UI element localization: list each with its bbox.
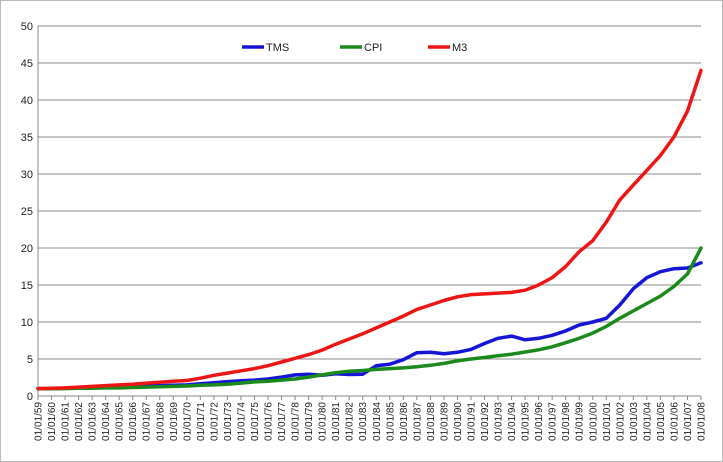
y-tick-label: 5: [27, 354, 33, 366]
x-tick-label: 01/01/82: [345, 402, 356, 441]
legend-label-cpi: CPI: [364, 42, 382, 54]
x-tick-label: 01/01/66: [128, 402, 139, 441]
y-tick-label: 50: [21, 21, 33, 33]
x-tick-label: 01/01/01: [602, 402, 613, 441]
y-tick-label: 45: [21, 58, 33, 70]
x-tick-label: 01/01/00: [588, 402, 599, 441]
legend-label-m3: M3: [452, 42, 467, 54]
x-tick-label: 01/01/83: [358, 402, 369, 441]
x-tick-label: 01/01/74: [236, 402, 247, 441]
x-tick-label: 01/01/76: [264, 402, 275, 441]
series-line-cpi: [36, 246, 703, 391]
x-tick-label: 01/01/98: [561, 402, 572, 441]
gridlines: [38, 25, 701, 397]
x-tick-label: 01/01/95: [521, 402, 532, 441]
x-tick-label: 01/01/06: [669, 402, 680, 441]
x-tick-label: 01/01/05: [656, 402, 667, 441]
x-tick-label: 01/01/94: [507, 402, 518, 441]
legend: TMS CPI M3: [242, 42, 467, 54]
x-tick-label: 01/01/91: [466, 402, 477, 441]
y-tick-label: 15: [21, 280, 33, 292]
x-tick-label: 01/01/96: [534, 402, 545, 441]
x-tick-label: 01/01/04: [642, 402, 653, 441]
x-tick-label: 01/01/84: [372, 402, 383, 441]
x-tick-label: 01/01/03: [629, 402, 640, 441]
x-tick-label: 01/01/64: [101, 402, 112, 441]
y-tick-label: 40: [21, 95, 33, 107]
y-tick-label: 25: [21, 206, 33, 218]
y-tick-label: 30: [21, 169, 33, 181]
series-lines: [36, 68, 703, 391]
x-tick-label: 01/01/75: [250, 402, 261, 441]
x-tick-label: 01/01/62: [74, 402, 85, 441]
series-line-m3: [36, 68, 703, 391]
x-tick-label: 01/01/77: [277, 402, 288, 441]
y-tick-label: 20: [21, 243, 33, 255]
x-tick-label: 01/01/61: [61, 402, 72, 441]
y-tick-label: 35: [21, 132, 33, 144]
x-tick-label: 01/01/87: [412, 402, 423, 441]
x-tick-label: 01/01/89: [439, 402, 450, 441]
x-tick-label: 01/01/79: [304, 402, 315, 441]
x-tick-label: 01/01/78: [291, 402, 302, 441]
x-tick-label: 01/01/85: [385, 402, 396, 441]
x-tick-label: 01/01/59: [34, 402, 45, 441]
x-tick-label: 01/01/81: [331, 402, 342, 441]
x-tick-label: 01/01/08: [697, 402, 708, 441]
x-tick-label: 01/01/72: [209, 402, 220, 441]
y-tick-label: 10: [21, 317, 33, 329]
x-tick-label: 01/01/60: [47, 402, 58, 441]
x-tick-label: 01/01/02: [615, 402, 626, 441]
x-tick-label: 01/01/68: [155, 402, 166, 441]
y-tick-label: 0: [27, 391, 33, 403]
x-tick-label: 01/01/88: [426, 402, 437, 441]
x-tick-label: 01/01/70: [182, 402, 193, 441]
x-tick-label: 01/01/90: [453, 402, 464, 441]
x-tick-label: 01/01/86: [399, 402, 410, 441]
legend-label-tms: TMS: [266, 42, 289, 54]
x-tick-label: 01/01/92: [480, 402, 491, 441]
x-tick-label: 01/01/63: [88, 402, 99, 441]
x-tick-label: 01/01/97: [548, 402, 559, 441]
x-tick-label: 01/01/65: [115, 402, 126, 441]
x-tick-label: 01/01/73: [223, 402, 234, 441]
x-tick-label: 01/01/71: [196, 402, 207, 441]
x-tick-label: 01/01/67: [142, 402, 153, 441]
x-tick-label: 01/01/07: [683, 402, 694, 441]
x-tick-label: 01/01/69: [169, 402, 180, 441]
x-tick-label: 01/01/93: [494, 402, 505, 441]
x-tick-label: 01/01/99: [575, 402, 586, 441]
x-tick-label: 01/01/80: [318, 402, 329, 441]
